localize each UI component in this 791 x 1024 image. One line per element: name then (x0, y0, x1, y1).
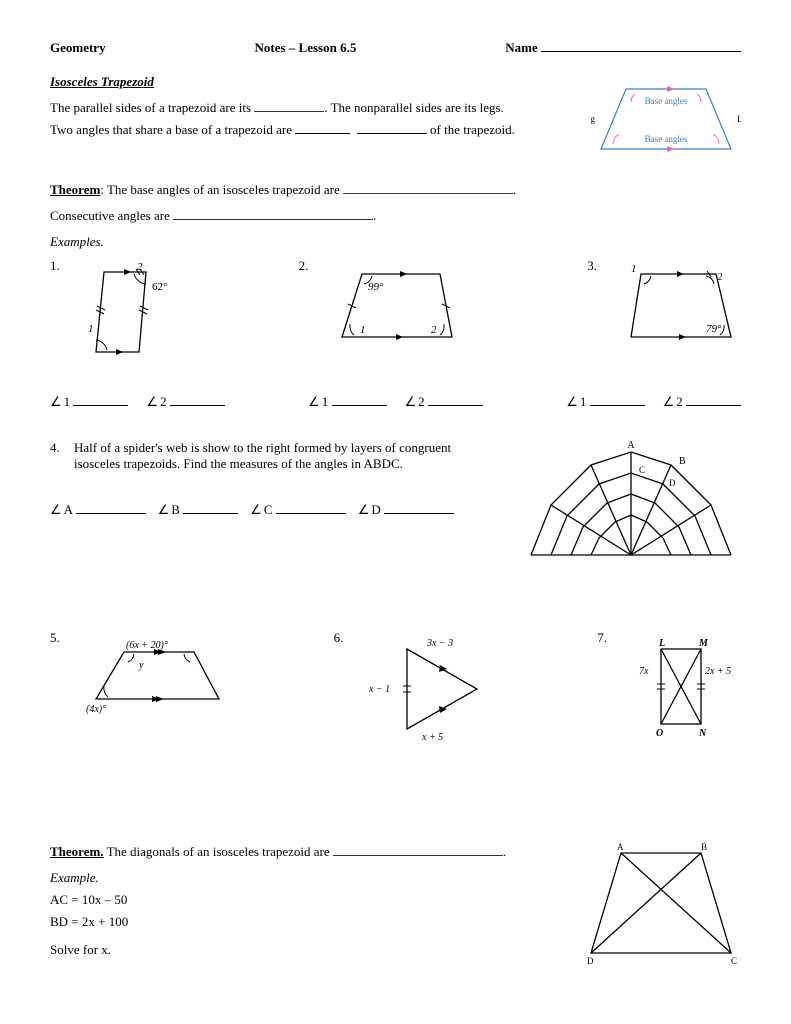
diag-line2: BD = 2x + 100 (50, 914, 506, 930)
answer-group-2: 1 2 (308, 394, 483, 410)
figure-6: 3x − 3 x − 1 x + 5 (367, 634, 497, 744)
svg-text:A: A (627, 440, 635, 451)
diag-line1: AC = 10x – 50 (50, 892, 506, 908)
header-right: Name (505, 40, 741, 56)
svg-text:Base angles: Base angles (645, 96, 688, 106)
svg-text:2x + 5: 2x + 5 (705, 666, 731, 677)
example-3: 3. 2 1 79° (587, 258, 741, 366)
blank[interactable] (254, 100, 324, 112)
svg-text:D: D (587, 956, 594, 966)
problem-4: 4. Half of a spider's web is show to the… (50, 440, 741, 560)
blank[interactable] (686, 394, 741, 406)
figure-3: 2 1 79° (621, 262, 741, 352)
svg-text:N: N (698, 728, 707, 739)
svg-text:7x: 7x (639, 666, 649, 677)
svg-text:D: D (669, 478, 676, 488)
svg-text:1: 1 (631, 263, 637, 275)
svg-text:3x − 3: 3x − 3 (426, 638, 453, 649)
blank[interactable] (357, 122, 427, 134)
spider-web-figure: A B C D (521, 440, 741, 560)
examples-1-3: 1. 62° 2 1 (50, 258, 741, 366)
blank[interactable] (332, 394, 387, 406)
svg-text:y: y (138, 660, 144, 671)
blank[interactable] (76, 502, 146, 514)
blank[interactable] (276, 502, 346, 514)
header-center: Notes – Lesson 6.5 (255, 40, 357, 56)
name-blank[interactable] (541, 40, 741, 52)
figure-2: 99° 1 2 (332, 262, 462, 352)
problems-5-6-7: 5. (6x + 20)° y (4x)° 6. (50, 630, 741, 748)
prob4-text: Half of a spider's web is show to the ri… (74, 440, 480, 472)
blank[interactable] (73, 394, 128, 406)
blank[interactable] (295, 122, 350, 134)
example-2: 2. 99° 1 2 (299, 258, 463, 366)
svg-text:Leg: Leg (737, 114, 741, 124)
svg-text:2: 2 (431, 324, 437, 336)
example-label: Example. (50, 870, 506, 886)
svg-text:99°: 99° (368, 281, 384, 293)
blank[interactable] (428, 394, 483, 406)
figure-5: (6x + 20)° y (4x)° (84, 634, 234, 714)
theorem-1: Theorem: The base angles of an isosceles… (50, 182, 741, 198)
blank[interactable] (173, 208, 373, 220)
svg-text:L: L (658, 638, 665, 649)
svg-text:Leg: Leg (591, 114, 595, 124)
svg-text:2: 2 (717, 271, 723, 283)
svg-text:62°: 62° (152, 281, 167, 293)
figure-7: L M O N 7x 2x + 5 (631, 634, 741, 744)
diagonals-figure: A B C D (581, 838, 741, 968)
svg-text:x − 1: x − 1 (368, 684, 390, 695)
example-1: 1. 62° 2 1 (50, 258, 174, 366)
svg-text:B: B (679, 456, 686, 467)
svg-text:79°: 79° (706, 323, 722, 335)
answer-group-3: 1 2 (566, 394, 741, 410)
consecutive-line: Consecutive angles are . (50, 208, 741, 224)
header-left: Geometry (50, 40, 106, 56)
svg-text:C: C (639, 465, 645, 475)
svg-text:(4x)°: (4x)° (86, 704, 106, 714)
blank[interactable] (333, 844, 503, 856)
theorem-2: Theorem. The diagonals of an isosceles t… (50, 844, 506, 860)
svg-text:1: 1 (360, 324, 366, 336)
problem-7: 7. L M O N 7x 2x + 5 (597, 630, 741, 748)
svg-text:B: B (701, 842, 707, 852)
blank[interactable] (590, 394, 645, 406)
svg-text:O: O (656, 728, 663, 739)
svg-text:x + 5: x + 5 (421, 732, 443, 743)
solve-line: Solve for x. (50, 942, 506, 958)
blank[interactable] (384, 502, 454, 514)
figure-1: 62° 2 1 (84, 262, 174, 362)
blank[interactable] (343, 182, 513, 194)
svg-text:(6x + 20)°: (6x + 20)° (126, 640, 168, 651)
answers-row-123: 1 2 1 2 1 2 (50, 394, 741, 410)
problem-6: 6. 3x − 3 x − 1 x + 5 (334, 630, 498, 748)
answer-group-1: 1 2 (50, 394, 225, 410)
blank[interactable] (170, 394, 225, 406)
svg-text:A: A (617, 842, 624, 852)
examples-label: Examples. (50, 234, 741, 250)
problem-5: 5. (6x + 20)° y (4x)° (50, 630, 234, 718)
trapezoid-definition-figure: Base angles Base angles Leg Leg (591, 74, 741, 164)
page-header: Geometry Notes – Lesson 6.5 Name (50, 40, 741, 56)
svg-text:2: 2 (137, 262, 143, 273)
blank[interactable] (183, 502, 238, 514)
svg-text:C: C (731, 956, 737, 966)
svg-text:M: M (698, 638, 709, 649)
svg-text:Base angles: Base angles (645, 134, 688, 144)
theorem-2-block: Theorem. The diagonals of an isosceles t… (50, 838, 741, 968)
svg-text:1: 1 (88, 323, 94, 335)
prob4-answers: A B C D (50, 502, 480, 518)
